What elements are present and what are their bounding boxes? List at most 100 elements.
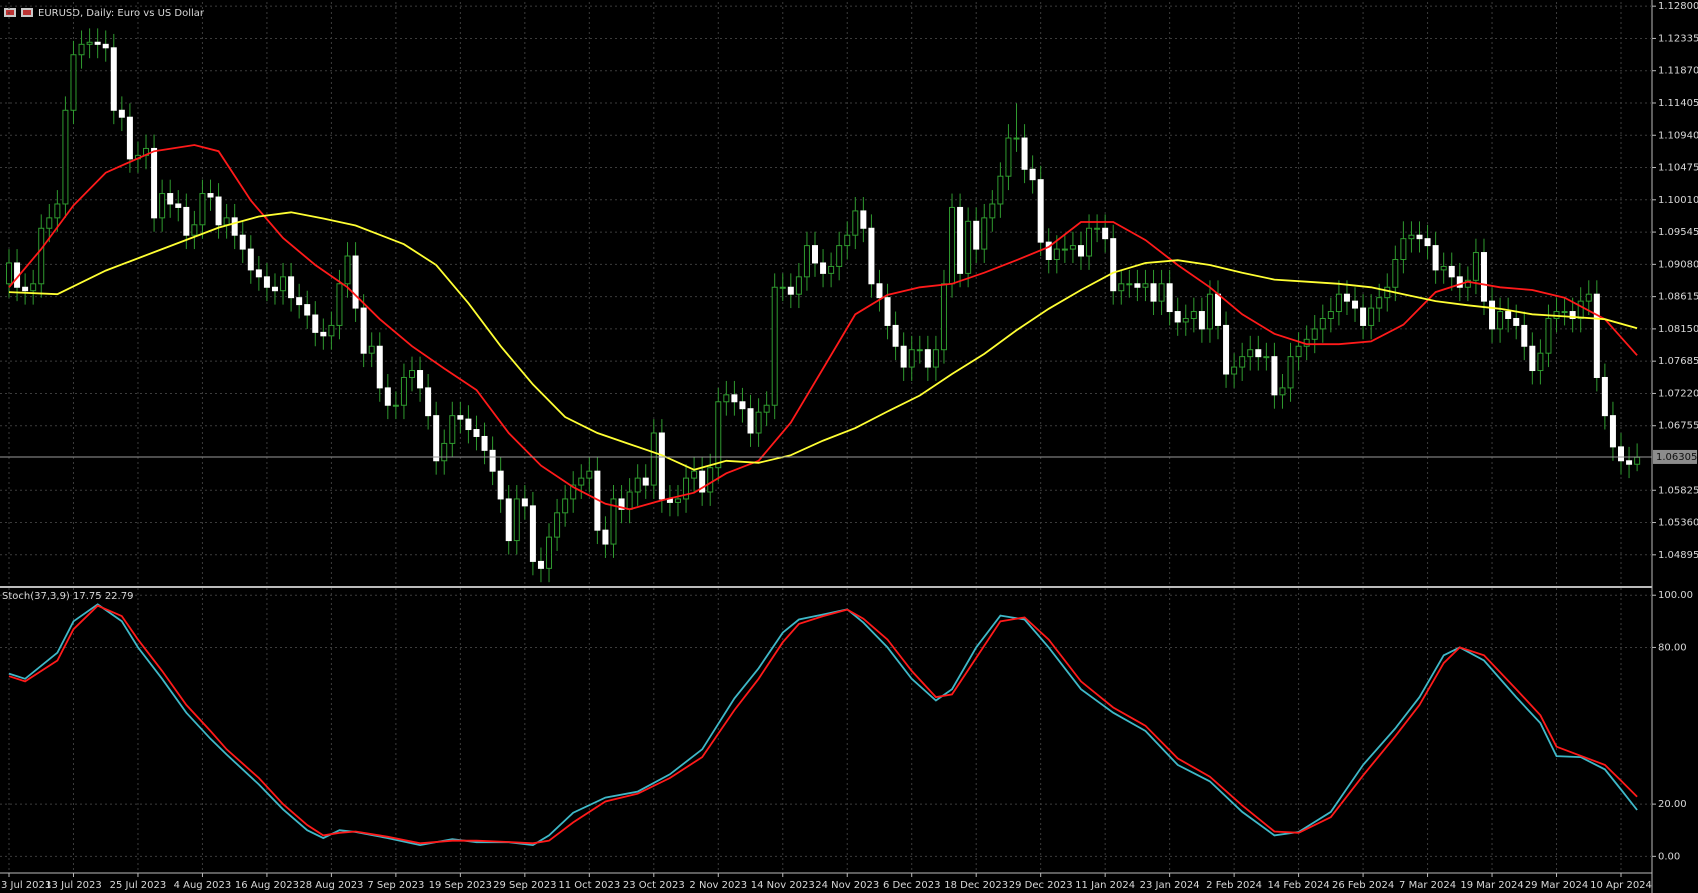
candle-body [1158,283,1165,302]
candle-body [876,283,883,299]
candle-body [546,536,553,569]
y-tick-label: 1.09080 [1658,259,1698,270]
candle-body [1134,283,1141,288]
candle-body [989,203,996,219]
candle-body [449,415,456,444]
x-tick-label: 24 Nov 2023 [815,880,879,891]
x-tick-label: 3 Jul 2023 [1,880,51,891]
candle-body [1440,265,1447,271]
candle-body [940,283,947,351]
candle-body [304,304,311,316]
candle-body [795,276,802,295]
candle-body [957,206,964,274]
candle-body [126,116,133,160]
candle-body [207,193,214,198]
x-tick-label: 29 Sep 2023 [493,880,556,891]
candle-body [860,210,867,229]
candle-body [320,331,327,337]
y-tick-label: 1.12800 [1658,1,1698,12]
candle-body [30,283,37,292]
candle-body [1480,252,1487,302]
candle-body [352,255,359,309]
candle-body [417,370,424,389]
candle-body [22,286,29,292]
candle-body [481,435,488,451]
y-tick-label: 1.07220 [1658,388,1698,399]
x-tick-label: 7 Mar 2024 [1399,880,1456,891]
candle-body [1110,238,1117,292]
candle-body [1102,227,1109,240]
candle-body [280,276,287,292]
candle-body [288,276,295,299]
y-tick-label: 1.04895 [1658,550,1698,561]
candle-body [1352,300,1359,309]
symbol-icon [4,8,33,17]
candle-body [699,470,706,493]
candle-body [425,387,432,417]
y-tick-label: 1.07685 [1658,356,1698,367]
x-tick-label: 14 Feb 2024 [1267,880,1329,891]
candle-body [618,498,625,510]
candle-body [634,477,641,493]
candle-body [1239,356,1246,368]
candle-body [1094,227,1101,230]
x-tick-label: 13 Jul 2023 [45,880,102,891]
candle-body [159,193,166,219]
candle-body [457,415,464,420]
candle-body [1569,311,1576,319]
candle-body [739,401,746,410]
candle-body [1013,137,1020,140]
candle-body [779,286,786,289]
candle-body [884,297,891,326]
y-tick-label: 1.12335 [1658,33,1698,44]
candle-body [1223,324,1230,375]
y-tick-label: 1.06755 [1658,421,1698,432]
candle-body [1287,356,1294,389]
candle-body [658,432,665,500]
candle-body [1561,311,1568,314]
y-tick-label: 1.11405 [1658,98,1698,109]
candle-body [199,193,206,226]
candle-body [1392,258,1399,288]
candle-body [409,370,415,378]
candle-body [1634,456,1641,465]
candle-body [1263,356,1270,359]
candle-body [1021,137,1028,170]
candle-body [828,265,835,274]
candle-body [755,411,762,434]
candle-body [62,109,69,205]
candle-body [683,477,690,500]
candle-body [1029,168,1036,181]
candle-body [932,349,939,368]
candle-body [1601,376,1608,417]
candle-body [368,345,375,354]
candle-body [924,349,931,368]
candle-body [949,206,956,285]
candle-body [1464,279,1471,288]
x-tick-label: 2 Nov 2023 [689,880,747,891]
x-tick-label: 16 Aug 2023 [235,880,299,891]
candle-body [787,286,794,295]
candle-body [707,467,714,493]
candle-body [1215,293,1221,326]
candle-body [1335,293,1342,313]
candle-body [965,220,972,274]
candle-body [1585,293,1592,302]
candle-body [376,345,383,389]
candle-body [400,376,407,406]
candle-body [1343,293,1350,302]
candle-body [1206,293,1213,330]
candle-body [263,276,270,288]
candle-body [6,262,12,285]
y-tick-label: 1.05360 [1658,518,1698,529]
candle-body [1505,311,1512,319]
x-tick-label: 6 Dec 2023 [883,880,941,891]
candle-body [1045,241,1052,260]
candle-body [1497,311,1504,330]
candle-body [1626,460,1633,465]
candle-body [521,498,528,507]
candle-body [1311,328,1318,340]
candle-body [529,505,536,562]
candle-body [328,324,335,337]
candle-body [626,491,633,510]
